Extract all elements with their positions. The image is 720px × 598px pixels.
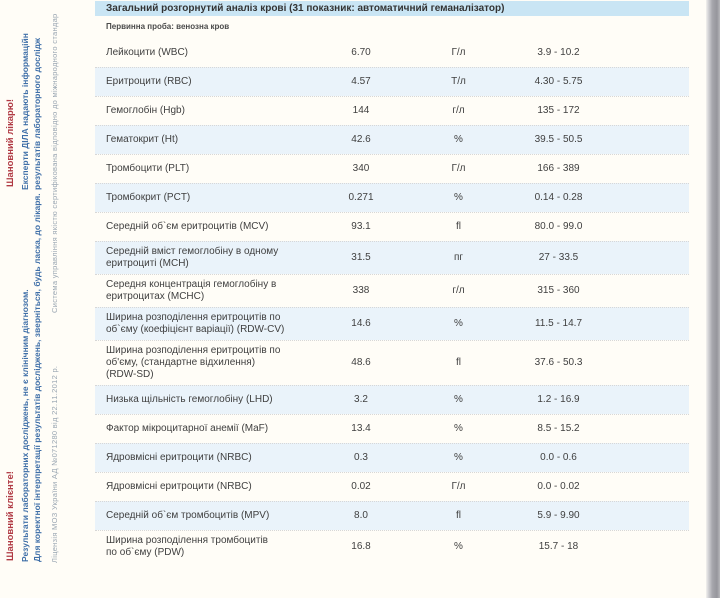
unit: Т/л: [451, 76, 466, 87]
table-row: Ширина розподілення еритроцитів по об`єм…: [95, 307, 689, 340]
doctor-note-line2: результатів лабораторного дослідж: [32, 37, 42, 190]
result-value: 3.2: [354, 394, 368, 405]
sample-type-label: Первинна проба: венозна кров: [106, 22, 230, 31]
result-value: 31.5: [351, 252, 371, 263]
result-value: 93.1: [351, 221, 371, 232]
unit: пг: [453, 252, 464, 263]
reference-range: 315 - 360: [537, 285, 580, 296]
analyte-name: Ядровмісні еритроцити (NRBC): [106, 452, 252, 463]
table-row: Гемоглобін (Hgb) 144 г/л 135 - 172: [95, 96, 689, 125]
table-row: Ядровмісні еритроцити (NRBC) 0.02 Г/л 0.0 -…: [95, 472, 689, 501]
unit: fl: [456, 357, 461, 368]
client-note-line2: Для коректної інтерпретації результатів …: [32, 193, 42, 562]
reference-range: 39.5 - 50.5: [534, 134, 583, 145]
result-value: 8.0: [354, 510, 368, 521]
analyte-name: Гематокрит (Ht): [106, 134, 179, 145]
results-table: Лейкоцити (WBC) 6.70 Г/л 3.9 - 10.2 Еритроци…: [95, 38, 689, 563]
result-value: 42.6: [351, 134, 371, 145]
unit: %: [454, 541, 463, 552]
analyte-name: Еритроцити (RBC): [106, 76, 192, 87]
reference-range: 166 - 389: [537, 163, 580, 174]
table-row: Середня концентрація гемоглобіну в еритр…: [95, 274, 689, 307]
reference-range: 1.2 - 16.9: [537, 394, 580, 405]
unit: %: [454, 423, 463, 434]
unit: %: [454, 452, 463, 463]
unit: fl: [456, 221, 461, 232]
result-value: 16.8: [351, 541, 371, 552]
table-row: Тромбоцити (PLT) 340 Г/л 166 - 389: [95, 154, 689, 183]
unit: Г/л: [451, 481, 466, 492]
reference-range: 15.7 - 18: [538, 541, 579, 552]
reference-range: 37.6 - 50.3: [534, 357, 583, 368]
unit: %: [454, 134, 463, 145]
result-value: 0.271: [348, 192, 374, 203]
analyte-name: Ядровмісні еритроцити (NRBC): [106, 481, 252, 492]
result-value: 13.4: [351, 423, 371, 434]
result-value: 0.3: [354, 452, 368, 463]
unit: %: [454, 192, 463, 203]
table-row: Ядровмісні еритроцити (NRBC) 0.3% 0.0 - 0.…: [95, 443, 689, 472]
result-value: 6.70: [351, 46, 371, 58]
analyte-name: Тромбоцити (PLT): [106, 163, 190, 174]
table-row: Низька щільність гемоглобіну (LHD) 3.2% 1.…: [95, 385, 689, 414]
analyte-name: Середній об`єм еритроцитів (MCV): [106, 221, 269, 232]
table-row: Середній об`єм тромбоцитів (MPV) 8.0 fl 5.9…: [95, 501, 689, 530]
unit: г/л: [452, 105, 465, 116]
analyte-name: Середній об`єм тромбоцитів (MPV): [106, 510, 270, 521]
analyte-name: Ширина розподілення еритроцитів по об'єм…: [106, 345, 281, 380]
reference-range: 0.0 - 0.02: [537, 481, 580, 492]
table-row: Середній вміст гемоглобіну в одному ерит…: [95, 241, 689, 274]
result-value: 340: [352, 163, 370, 174]
reference-range: 8.5 - 15.2: [537, 423, 580, 434]
client-note-line1: Результати лабораторних досліджень, не є…: [20, 289, 30, 562]
reference-range: 80.0 - 99.0: [534, 221, 583, 232]
unit: г/л: [452, 285, 465, 296]
result-value: 14.6: [351, 318, 371, 329]
report-title: Загальний розгорнутий аналіз крові (31 п…: [95, 1, 689, 16]
unit: Г/л: [451, 46, 466, 58]
unit: %: [454, 318, 463, 329]
unit: Г/л: [451, 163, 466, 174]
table-row: Лейкоцити (WBC) 6.70 Г/л 3.9 - 10.2: [95, 38, 689, 67]
license-note: Ліцензія МОЗ України АД №071280 від 22.1…: [50, 365, 59, 563]
table-row: Ширина розподілення тромбоцитів по об`єм…: [95, 530, 689, 563]
doctor-salutation: Шановний лікарю!: [5, 98, 16, 187]
analyte-name: Середній вміст гемоглобіну в одному ерит…: [106, 246, 279, 269]
reference-range: 27 - 33.5: [538, 252, 579, 263]
result-value: 4.57: [351, 76, 371, 87]
client-salutation: Шановний клієнте!: [5, 471, 16, 561]
page-edge-scrollbar[interactable]: [706, 0, 720, 598]
result-value: 144: [352, 105, 370, 116]
analyte-name: Низька щільність гемоглобіну (LHD): [106, 394, 273, 405]
table-row: Фактор мікроцитарної анемії (MaF) 13.4% 8.…: [95, 414, 689, 443]
reference-range: 0.14 - 0.28: [534, 192, 583, 203]
reference-range: 5.9 - 9.90: [537, 510, 580, 521]
analyte-name: Тромбокрит (PCT): [106, 192, 191, 203]
analyte-name: Ширина розподілення еритроцитів по об`єм…: [106, 312, 285, 335]
analyte-name: Гемоглобін (Hgb): [106, 105, 185, 116]
table-row: Ширина розподілення еритроцитів по об'єм…: [95, 340, 689, 385]
analyte-name: Середня концентрація гемоглобіну в еритр…: [106, 279, 277, 302]
unit: %: [454, 394, 463, 405]
analyte-name: Ширина розподілення тромбоцитів по об`єм…: [106, 535, 268, 558]
reference-range: 0.0 - 0.6: [540, 452, 577, 463]
certification-note: Система управління якістю сертифікована …: [50, 13, 59, 313]
reference-range: 4.30 - 5.75: [534, 76, 583, 87]
table-row: Еритроцити (RBC) 4.57 Т/л 4.30 - 5.75: [95, 67, 689, 96]
reference-range: 135 - 172: [537, 105, 580, 116]
unit: fl: [456, 510, 461, 521]
reference-range: 11.5 - 14.7: [534, 318, 583, 329]
table-row: Тромбокрит (PCT) 0.271% 0.14 - 0.28: [95, 183, 689, 212]
doctor-note-line1: Експерти ДІЛА надають інформаційн: [20, 33, 30, 190]
analyte-name: Фактор мікроцитарної анемії (MaF): [106, 423, 269, 434]
result-value: 338: [352, 285, 370, 296]
table-row: Гематокрит (Ht) 42.6% 39.5 - 50.5: [95, 125, 689, 154]
analyte-name: Лейкоцити (WBC): [106, 46, 189, 58]
reference-range: 3.9 - 10.2: [537, 46, 580, 58]
result-value: 48.6: [351, 357, 371, 368]
blood-test-report: Загальний розгорнутий аналіз крові (31 п…: [95, 1, 689, 563]
table-row: Середній об`єм еритроцитів (MCV) 93.1 fl 80…: [95, 212, 689, 241]
result-value: 0.02: [351, 481, 371, 492]
